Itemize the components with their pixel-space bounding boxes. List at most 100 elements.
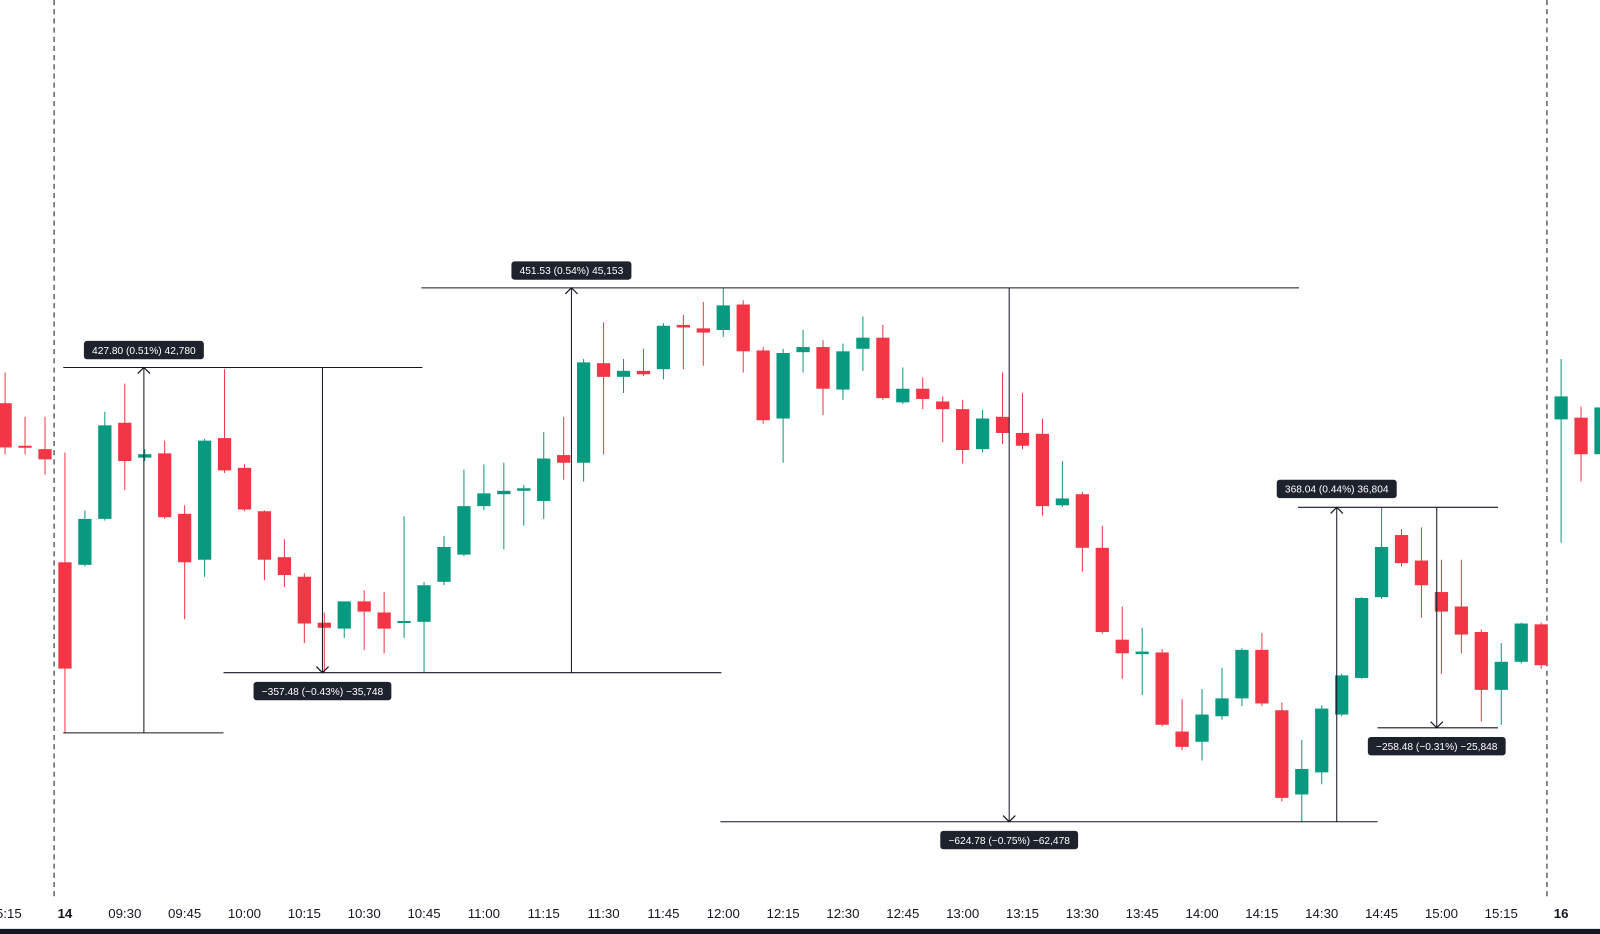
- candle-body: [38, 449, 52, 460]
- candle-body: [317, 622, 331, 628]
- candle-body: [517, 488, 531, 491]
- measure-tool: 368.04 (0.44%) 36,804: [1276, 479, 1498, 822]
- candle-body: [1474, 632, 1488, 690]
- measure-label: 368.04 (0.44%) 36,804: [1285, 485, 1389, 496]
- candle-body: [1434, 592, 1449, 612]
- candle-body: [397, 620, 411, 624]
- candle-body: [1534, 624, 1548, 666]
- candle-body: [457, 506, 471, 555]
- candle-body: [277, 557, 292, 576]
- candle-body: [856, 337, 870, 349]
- arrow-head: [564, 286, 578, 295]
- x-tick-label: 14:00: [1185, 906, 1218, 921]
- candle-body: [636, 370, 651, 375]
- candle-body: [357, 601, 371, 612]
- arrow-head: [315, 666, 330, 674]
- measure-label-box: [1367, 736, 1506, 756]
- x-tick-label: 12:45: [886, 906, 919, 921]
- candle-body: [1275, 710, 1289, 798]
- candle-body: [297, 576, 311, 624]
- x-tick-label: 13:45: [1126, 906, 1159, 921]
- candle-body: [816, 347, 830, 389]
- x-tick-label: 15:00: [1425, 906, 1458, 921]
- candle-body: [1295, 768, 1309, 795]
- candle-body: [417, 585, 431, 622]
- candle-body: [0, 403, 12, 448]
- candle-body: [756, 350, 770, 421]
- candle-body: [1035, 433, 1050, 507]
- x-tick-label: 15:15: [1485, 906, 1518, 921]
- candle-body: [1075, 494, 1089, 548]
- candle-body: [557, 455, 571, 463]
- candle-body: [477, 493, 491, 507]
- arrow-head: [1430, 721, 1444, 729]
- candle-body: [576, 362, 591, 463]
- candle-body: [497, 490, 511, 495]
- candle-body: [437, 546, 451, 582]
- x-tick-label: 10:45: [407, 906, 440, 921]
- candle-body: [257, 511, 272, 560]
- x-tick-label: 14:45: [1365, 906, 1398, 921]
- candle-body: [1414, 560, 1429, 586]
- candle-body: [1155, 652, 1169, 725]
- x-tick-label: 12:30: [826, 906, 859, 921]
- candle-body: [1394, 535, 1409, 564]
- measure-tool: 427.80 (0.51%) 42,780: [63, 340, 423, 734]
- candle-body: [896, 388, 910, 403]
- candle-body: [58, 562, 72, 669]
- x-tick-label: 09:30: [108, 906, 141, 921]
- candle-body: [876, 337, 890, 399]
- candle-body: [1015, 432, 1030, 446]
- candle-body: [1494, 661, 1508, 690]
- x-tick-label: 13:30: [1066, 906, 1099, 921]
- candle-body: [1055, 498, 1070, 506]
- candle-body: [377, 612, 391, 629]
- candle-body: [1175, 731, 1189, 747]
- measure-tool: −624.78 (−0.75%) −62,478: [720, 287, 1378, 850]
- x-tick-label: 15:15: [0, 906, 22, 921]
- candle-body: [596, 363, 611, 377]
- candle-body: [98, 425, 112, 519]
- x-tick-label: 14: [58, 906, 73, 921]
- candle-body: [836, 351, 850, 390]
- x-tick-label: 11:45: [647, 906, 679, 921]
- x-tick-label: 10:15: [288, 906, 321, 921]
- candle-body: [1514, 623, 1528, 662]
- candle-body: [916, 388, 930, 399]
- candle-body: [118, 422, 132, 462]
- candle-body: [616, 370, 631, 377]
- measure-label: −258.48 (−0.31%) −25,848: [1376, 742, 1498, 753]
- candle-body: [1454, 606, 1469, 635]
- x-tick-label: 11:00: [468, 906, 500, 921]
- candle-body: [995, 416, 1010, 433]
- candle-body: [975, 418, 990, 450]
- bottom-bar: [0, 928, 1600, 934]
- candle-body: [1215, 698, 1229, 717]
- candle-body: [197, 440, 212, 560]
- candle-body: [217, 438, 232, 471]
- candle-body: [237, 467, 252, 510]
- measure-label-box: [511, 261, 632, 280]
- x-tick-label: 10:30: [348, 906, 381, 921]
- x-tick-label: 12:00: [707, 906, 740, 921]
- candle-body: [1235, 649, 1249, 699]
- candle-body: [656, 325, 671, 370]
- x-tick-label: 14:30: [1305, 906, 1338, 921]
- candle-body: [1554, 396, 1568, 420]
- candle-body: [1115, 639, 1129, 654]
- x-tick-label: 11:30: [587, 906, 619, 921]
- measure-label-box: [1276, 479, 1397, 499]
- candle-body: [178, 513, 192, 563]
- arrow-head: [137, 366, 151, 375]
- measure-label-box: [940, 830, 1079, 850]
- candle-body: [1195, 714, 1209, 742]
- x-tick-label: 13:15: [1006, 906, 1039, 921]
- candle-body: [337, 601, 351, 629]
- candle-body: [1594, 407, 1600, 455]
- measure-label-box: [253, 681, 392, 701]
- candle-body: [716, 305, 730, 331]
- candle-body: [1255, 649, 1269, 704]
- measure-label: −357.48 (−0.43%) −35,748: [262, 687, 384, 698]
- candle-body: [776, 353, 790, 419]
